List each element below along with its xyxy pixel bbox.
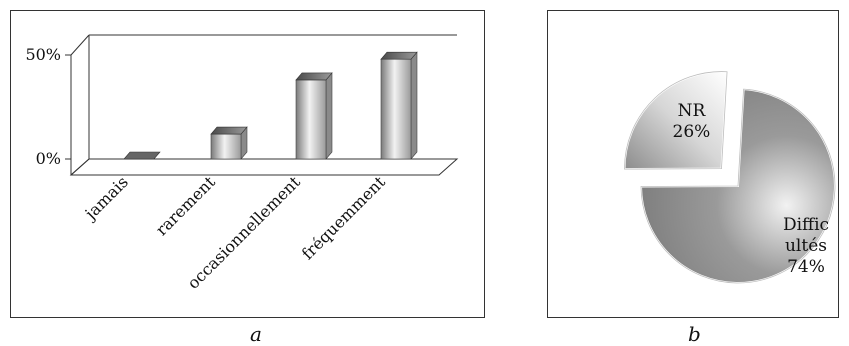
pie-chart-panel: NR 26% Diffic ultés 74% xyxy=(547,10,839,318)
bar-jamais xyxy=(123,151,161,160)
bar-chart: 0%50% jamais rarementoccasionnellementfré… xyxy=(25,34,459,293)
pie-slice-label: 74% xyxy=(787,257,825,277)
chart-floor xyxy=(69,158,459,176)
pie-slice-label: 26% xyxy=(673,122,711,142)
pie-slice-label: ultés xyxy=(785,236,827,256)
bar-rarement xyxy=(210,126,248,160)
pie-slice-label: NR xyxy=(678,101,707,121)
y-tick-label: 50% xyxy=(25,45,61,64)
x-category-label: jamais xyxy=(80,172,132,224)
y-tick-label: 0% xyxy=(36,149,61,168)
x-category-label: rarement xyxy=(152,172,219,239)
bar-fréquemment xyxy=(380,51,418,160)
bar-occasionnellement xyxy=(295,72,333,160)
x-category-label: fréquemment xyxy=(298,172,389,263)
pie-slice-label: Diffic xyxy=(783,215,829,235)
caption-a: a xyxy=(250,322,262,346)
caption-b: b xyxy=(688,322,701,346)
bar-chart-panel: 0% 50% jamais rarement occasionnellement fré… xyxy=(10,10,485,318)
